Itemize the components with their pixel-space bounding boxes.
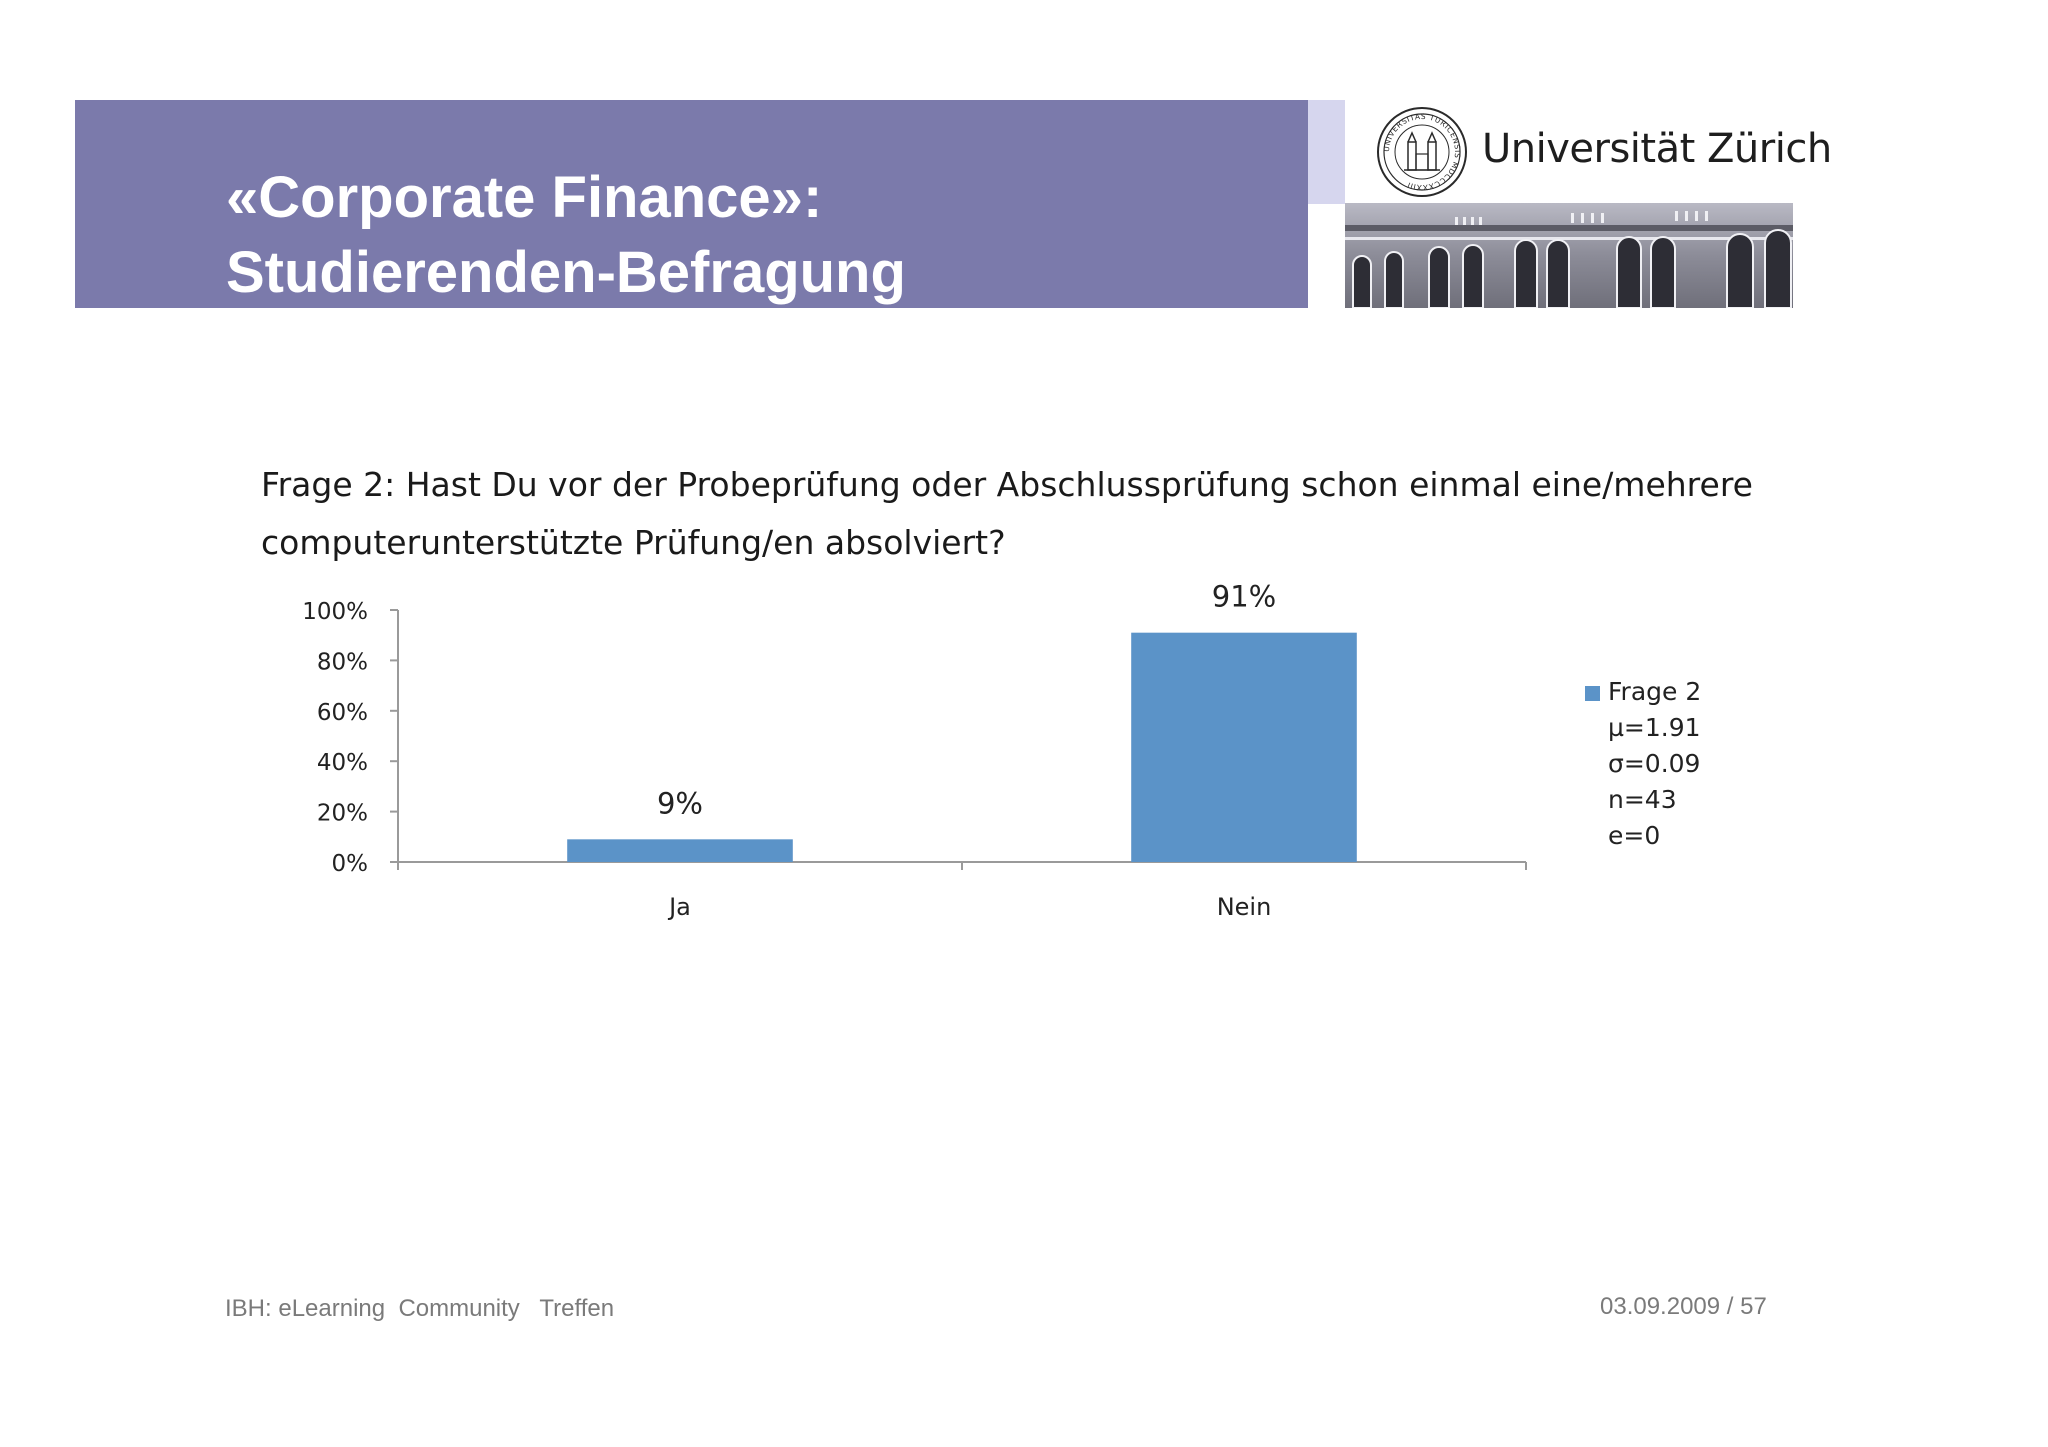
bar-nein: [1131, 632, 1357, 862]
question-line1: Frage 2: Hast Du vor der Probeprüfung od…: [261, 465, 1753, 504]
slide-title-line2: Studierenden-Befragung: [226, 240, 906, 305]
university-name: Universität Zürich: [1482, 126, 1832, 172]
legend-stat: e=0: [1608, 821, 1660, 850]
header-band: [75, 100, 1308, 308]
slide-title-line1: «Corporate Finance»:: [226, 165, 823, 230]
x-category-label: Nein: [1217, 893, 1272, 921]
footer-date-page: 03.09.2009 / 57: [1600, 1293, 1767, 1320]
question-line2: computerunterstützte Prüfung/en absolvie…: [261, 523, 1006, 562]
university-seal-icon: UNIVERSITAS TURICENSIS MDCCCXXXIII: [1377, 107, 1467, 197]
y-tick-label: 20%: [317, 801, 368, 827]
y-tick-label: 60%: [317, 700, 368, 726]
bar-ja: [567, 839, 793, 862]
university-logo: UNIVERSITAS TURICENSIS MDCCCXXXIII Unive…: [1376, 106, 1832, 198]
header-accent: [1308, 100, 1345, 204]
data-label: 91%: [1212, 580, 1276, 614]
data-label: 9%: [657, 786, 703, 820]
y-tick-label: 40%: [317, 750, 368, 776]
legend-stat: σ=0.09: [1608, 749, 1700, 778]
y-tick-label: 0%: [332, 851, 369, 877]
bar-chart: 0% 20% 40% 60% 80% 100% 9% Ja 91% Nein Frage 2 µ=1.…: [302, 580, 1701, 921]
x-category-label: Ja: [667, 893, 691, 921]
legend-stat: µ=1.91: [1608, 713, 1701, 742]
y-tick-label: 80%: [317, 649, 368, 675]
y-tick-label: 100%: [302, 599, 368, 625]
legend-series-name: Frage 2: [1608, 677, 1701, 706]
footer-event: IBH: eLearning Community Treffen: [225, 1295, 615, 1322]
legend-stat: n=43: [1608, 785, 1677, 814]
building-photo: [1345, 203, 1793, 308]
legend-swatch: [1585, 686, 1600, 701]
slide-title: «Corporate Finance»: Studierenden-Befrag…: [226, 160, 906, 310]
question-text: Frage 2: Hast Du vor der Probeprüfung od…: [261, 456, 1821, 572]
